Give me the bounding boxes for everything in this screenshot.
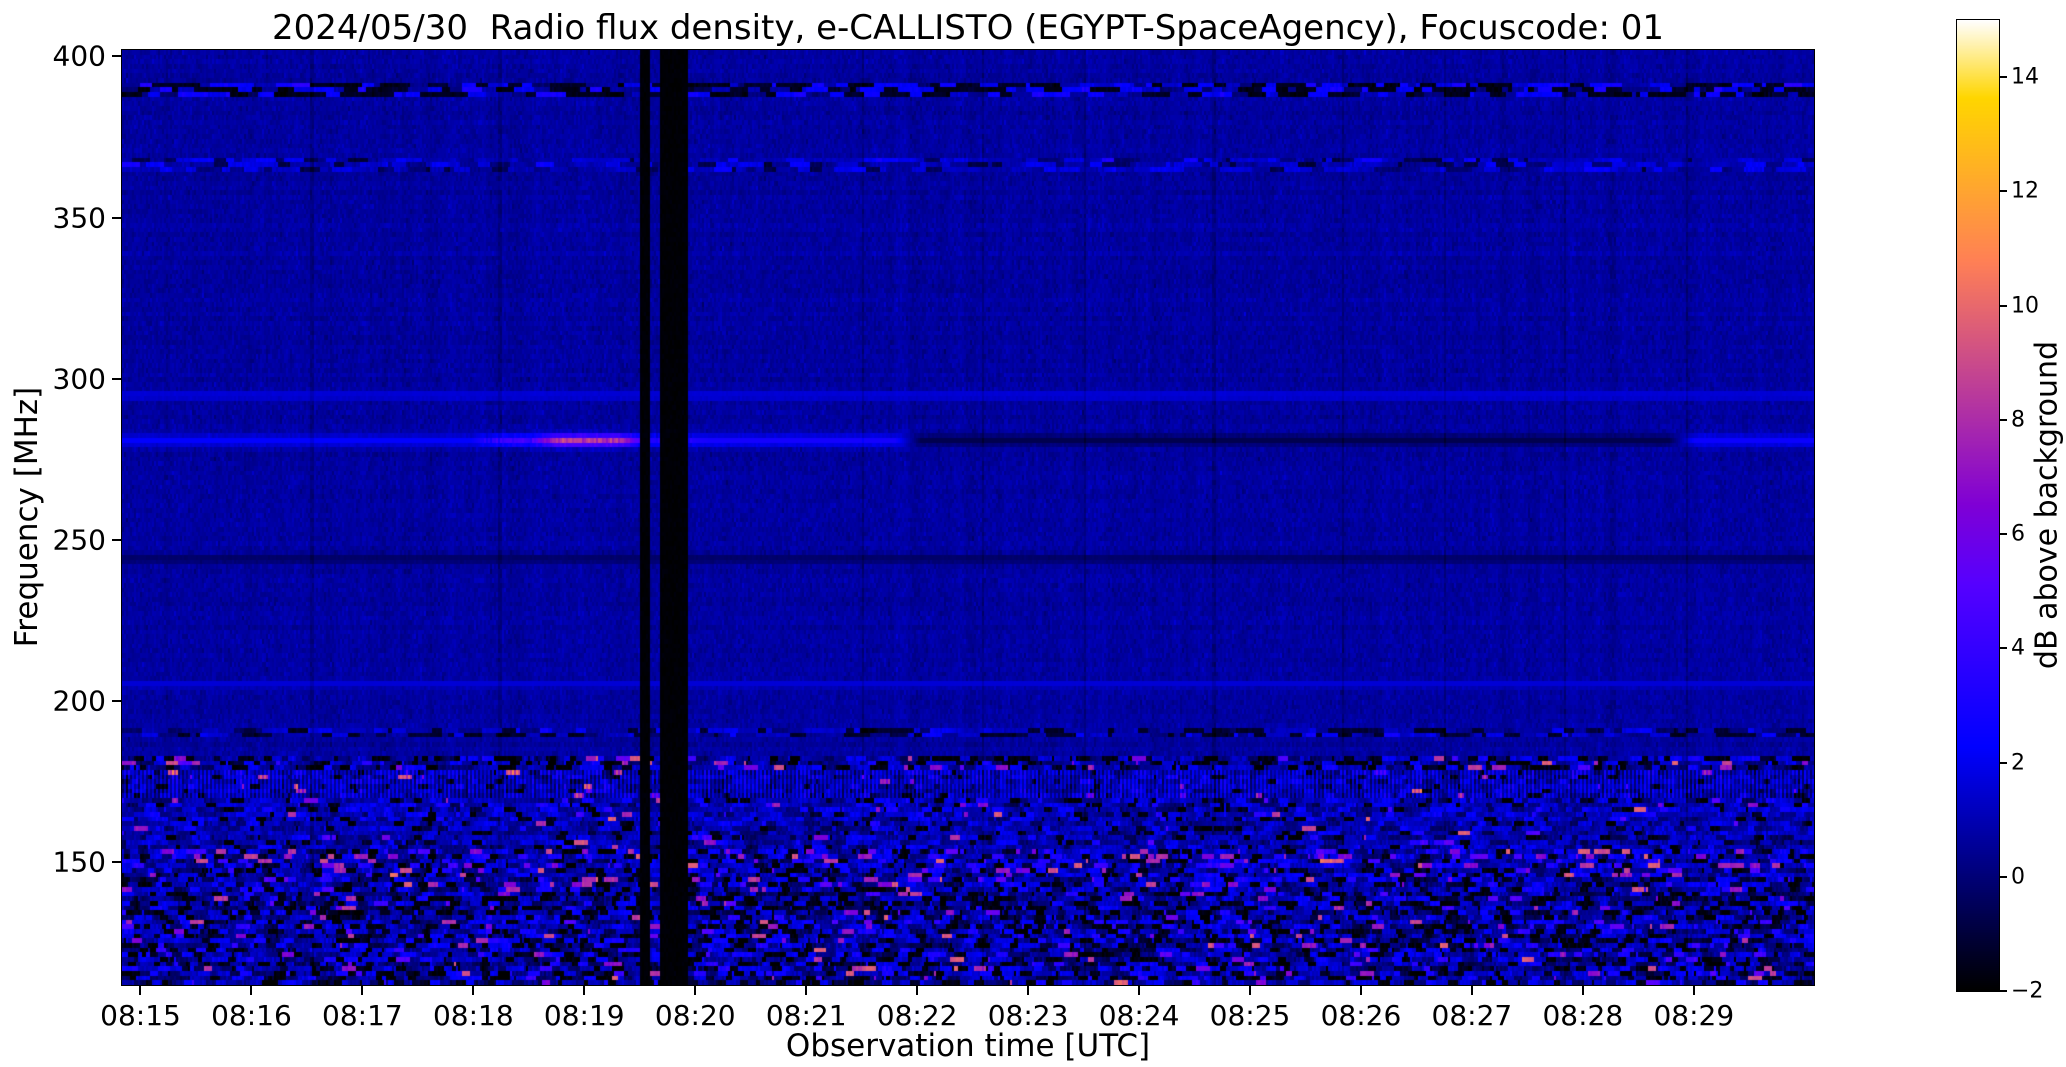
x-tick-label: 08:20	[654, 999, 736, 1032]
x-tick-label: 08:19	[543, 999, 625, 1032]
x-tick-mark	[805, 985, 808, 995]
x-tick-label: 08:16	[211, 999, 292, 1032]
y-tick-mark	[112, 861, 122, 864]
colorbar-tick-mark	[1999, 418, 2007, 421]
colorbar-tick-mark	[1999, 76, 2007, 79]
spectrogram-heatmap	[121, 49, 1815, 986]
colorbar-tick-mark	[1999, 990, 2007, 992]
colorbar-tick-mark	[1999, 761, 2007, 764]
x-tick-mark	[1470, 985, 1473, 995]
x-tick-mark	[1138, 985, 1141, 995]
x-tick-mark	[583, 985, 586, 995]
colorbar-tick-label: −2	[2011, 978, 2044, 1004]
x-tick-label: 08:17	[322, 999, 403, 1032]
colorbar-tick-label: 6	[2011, 521, 2025, 547]
x-axis-label: Observation time [UTC]	[785, 1028, 1151, 1064]
y-tick-label: 200	[52, 684, 106, 718]
x-tick-mark	[139, 985, 142, 995]
x-tick-mark	[1027, 985, 1030, 995]
x-tick-mark	[361, 985, 364, 995]
x-tick-mark	[1359, 985, 1362, 995]
colorbar-tick-mark	[1999, 190, 2007, 193]
chart-title: 2024/05/30 Radio flux density, e-CALLIST…	[272, 8, 1664, 48]
y-tick-mark	[112, 377, 122, 380]
colorbar-tick-label: 8	[2011, 407, 2025, 433]
x-tick-mark	[1249, 985, 1251, 995]
x-tick-mark	[916, 985, 919, 995]
colorbar-tick-label: 14	[2011, 64, 2039, 90]
y-tick-label: 250	[52, 523, 106, 557]
x-tick-mark	[694, 985, 697, 995]
colorbar-tick-mark	[1999, 304, 2007, 307]
colorbar-tick-label: 4	[2011, 635, 2025, 661]
colorbar-tick-label: 0	[2011, 864, 2025, 890]
colorbar-tick-mark	[1999, 647, 2007, 650]
y-tick-label: 400	[52, 39, 106, 73]
x-tick-mark	[1581, 985, 1584, 995]
x-tick-label: 08:22	[876, 999, 958, 1032]
y-tick-mark	[112, 539, 122, 542]
x-tick-mark	[250, 985, 253, 995]
x-tick-label: 08:26	[1320, 999, 1402, 1032]
x-tick-label: 08:28	[1542, 999, 1624, 1032]
y-tick-label: 300	[52, 362, 106, 396]
colorbar-tick-mark	[1999, 875, 2007, 878]
x-tick-label: 08:18	[432, 999, 514, 1032]
y-axis-label: Frequency [MHz]	[9, 386, 45, 648]
colorbar-label: dB above background	[2029, 340, 2065, 670]
x-tick-mark	[472, 985, 475, 995]
colorbar-gradient	[1956, 19, 2000, 992]
x-tick-label: 08:21	[765, 999, 847, 1032]
x-tick-label: 08:23	[987, 999, 1069, 1032]
x-tick-label: 08:25	[1209, 999, 1291, 1032]
colorbar-tick-label: 2	[2011, 750, 2025, 776]
x-tick-label: 08:15	[100, 999, 181, 1032]
x-tick-label: 08:27	[1431, 999, 1513, 1032]
x-tick-label: 08:29	[1653, 999, 1735, 1032]
colorbar-tick-label: 10	[2011, 293, 2039, 319]
x-tick-mark	[1692, 985, 1695, 995]
y-tick-label: 350	[52, 201, 106, 235]
y-tick-mark	[112, 216, 122, 219]
y-tick-label: 150	[52, 845, 106, 879]
colorbar-tick-label: 12	[2011, 178, 2039, 204]
y-tick-mark	[112, 55, 122, 58]
x-tick-label: 08:24	[1098, 999, 1180, 1032]
y-tick-mark	[112, 700, 122, 703]
colorbar-tick-mark	[1999, 533, 2007, 536]
